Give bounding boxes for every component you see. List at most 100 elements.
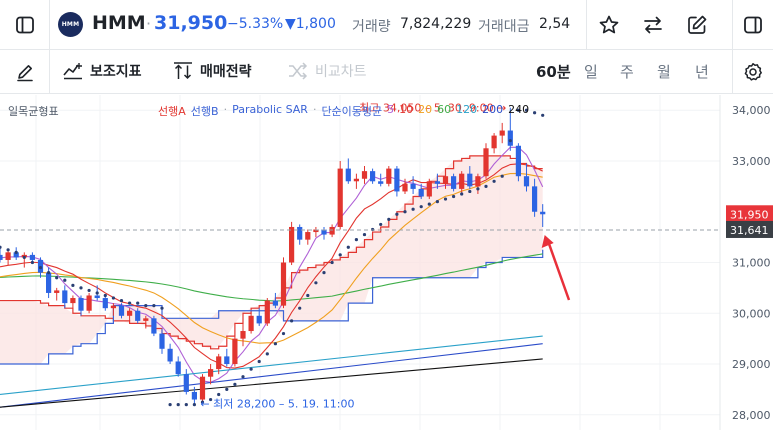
y-tick-label: 29,000 xyxy=(732,358,771,371)
candle-body xyxy=(451,176,457,189)
favorite-button[interactable] xyxy=(587,0,631,50)
candle-body xyxy=(370,171,376,182)
legend-ma5: 5 xyxy=(387,103,395,116)
sar-dot xyxy=(47,271,51,275)
legend-sma-label: 단순이동평균 xyxy=(321,105,383,118)
candle-body xyxy=(434,181,440,184)
candle-body xyxy=(515,145,521,177)
sar-dot xyxy=(524,108,529,112)
sar-dot xyxy=(209,397,213,402)
sar-dot xyxy=(435,199,439,204)
indicators-label: 보조지표 xyxy=(90,64,142,80)
candle-body xyxy=(426,181,432,197)
current-price-badge-bg xyxy=(726,205,773,223)
sidebar-toggle-button[interactable] xyxy=(0,0,50,50)
sar-dot xyxy=(338,253,342,257)
swap-icon xyxy=(644,16,662,34)
edit-button[interactable] xyxy=(675,0,719,50)
sar-dot xyxy=(79,286,83,290)
sar-dot xyxy=(184,403,188,407)
candle-body xyxy=(313,229,319,233)
header-separator: · xyxy=(146,14,152,33)
sar-dot xyxy=(362,232,367,237)
candle-body xyxy=(532,186,538,212)
candle-body xyxy=(199,376,206,400)
current-price: 31,950 xyxy=(154,12,228,34)
candle-body xyxy=(361,171,368,179)
legend-ma60: 60 xyxy=(437,103,452,116)
candle-body xyxy=(402,183,408,192)
candle-body xyxy=(151,318,157,334)
candle-body xyxy=(167,348,173,362)
legend-dot: · xyxy=(312,103,317,116)
low-price-annotation: ← 최저 28,200 – 5. 19. 11:00 xyxy=(200,398,354,411)
candle-body xyxy=(46,272,52,293)
sar-dot xyxy=(290,319,294,323)
gear-icon xyxy=(744,63,762,81)
legend-ma120: 120 xyxy=(456,103,478,116)
candle-body xyxy=(256,315,262,324)
candle-body xyxy=(248,315,254,332)
timeframe-week[interactable]: 주 xyxy=(620,63,634,81)
chart-line-icon xyxy=(63,63,82,80)
y-tick-label: 30,000 xyxy=(732,307,771,320)
chart-settings-button[interactable] xyxy=(732,50,773,94)
timeframe-day[interactable]: 일 xyxy=(584,63,598,81)
timeframe-60min[interactable]: 60분 xyxy=(536,63,571,81)
sar-dot xyxy=(38,265,43,270)
right-panel-toggle-button[interactable] xyxy=(732,0,773,50)
sar-dot xyxy=(395,212,399,216)
sar-dot xyxy=(452,194,456,199)
ma240-line xyxy=(0,358,543,408)
drawing-tool-button[interactable] xyxy=(0,50,50,94)
candle-body xyxy=(305,232,311,240)
strategy-label: 매매전략 xyxy=(200,64,252,80)
sar-dot xyxy=(103,293,107,298)
sar-dot xyxy=(500,174,504,178)
reference-price-badge: 31,641 xyxy=(730,224,769,237)
candle-body xyxy=(232,338,238,365)
ticker-name: HMM xyxy=(92,12,146,34)
legend-ma10: 10 xyxy=(399,103,414,116)
ma60-line xyxy=(0,253,543,302)
sar-dot xyxy=(411,207,415,211)
y-tick-label: 33,000 xyxy=(732,155,771,168)
candle-body xyxy=(289,226,295,263)
ma200-line xyxy=(0,343,543,408)
sar-dot xyxy=(460,192,464,196)
sar-dot xyxy=(516,108,521,112)
panel-left-icon xyxy=(15,16,34,34)
y-tick-label: 31,000 xyxy=(732,257,771,270)
candle-body xyxy=(499,130,505,136)
strategy-button[interactable]: 매매전략 xyxy=(172,61,252,81)
sar-dot xyxy=(354,238,358,242)
price-chart[interactable]: 최고 34,050 – 5. 30. 9:00 → ← 최저 28,200 – 5… xyxy=(0,95,773,430)
candle-body xyxy=(159,333,165,349)
candle-body xyxy=(459,173,465,189)
swap-button[interactable] xyxy=(631,0,675,50)
sar-dot xyxy=(176,403,180,407)
indicators-button[interactable]: 보조지표 xyxy=(62,61,142,81)
candle-body xyxy=(118,305,125,316)
sar-dot xyxy=(379,222,383,227)
shuffle-icon xyxy=(289,62,308,80)
sar-dot xyxy=(71,283,75,287)
compare-chart-button[interactable]: 비교차트 xyxy=(287,61,367,81)
candle-body xyxy=(78,298,84,311)
candle-body xyxy=(240,331,246,339)
candle-body xyxy=(386,168,392,184)
candle-body xyxy=(410,183,416,189)
timeframe-year[interactable]: 년 xyxy=(695,63,709,81)
candle-body xyxy=(483,148,489,177)
highlight-arrow-head xyxy=(541,234,554,248)
sar-dot xyxy=(249,367,253,371)
timeframe-month[interactable]: 월 xyxy=(657,63,671,81)
candle-body xyxy=(329,226,335,235)
sar-dot xyxy=(330,260,334,265)
legend-dot: · xyxy=(223,103,228,116)
arrows-updown-icon xyxy=(174,62,192,80)
chart-area[interactable]: 최고 34,050 – 5. 30. 9:00 → ← 최저 28,200 – 5… xyxy=(0,95,773,430)
sar-dot xyxy=(144,304,148,308)
pen-icon xyxy=(16,65,33,82)
candle-body xyxy=(0,254,3,260)
